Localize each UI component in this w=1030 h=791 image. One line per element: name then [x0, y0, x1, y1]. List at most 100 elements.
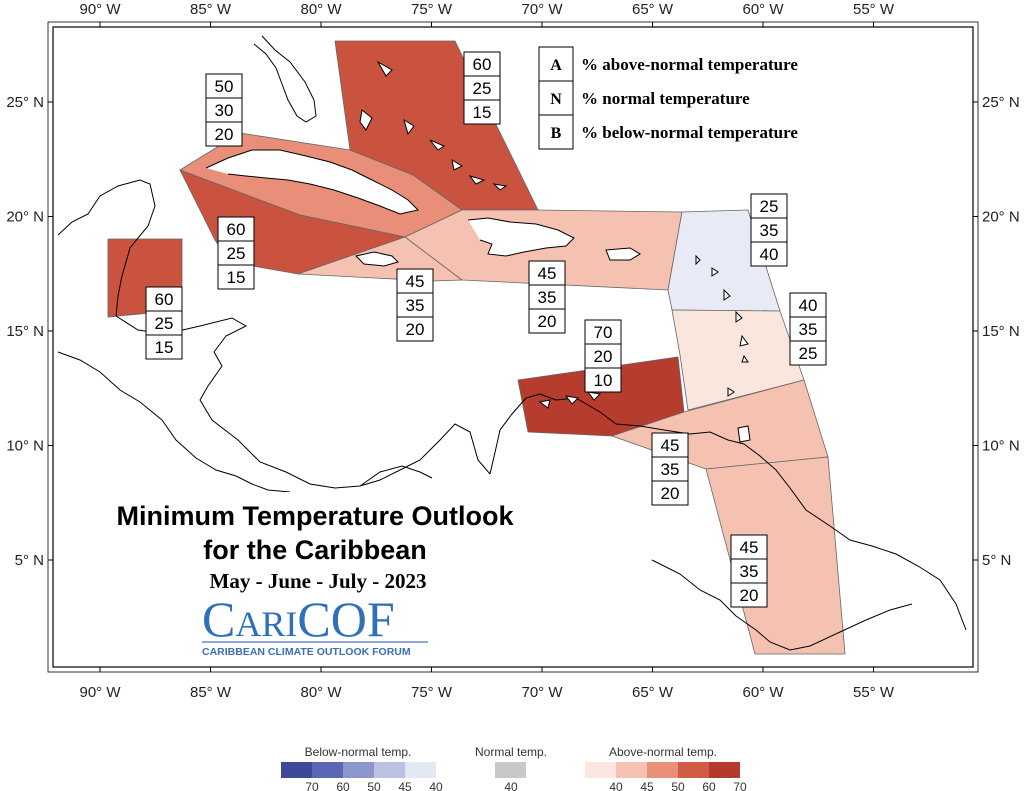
- scale-below-tick: 60: [336, 780, 350, 791]
- lon-label: 75° W: [411, 1, 453, 18]
- lat-label: 5° N: [982, 552, 1011, 569]
- lat-label: 10° N: [6, 438, 44, 455]
- prob-value-b: 10: [594, 371, 613, 390]
- prob-value-b: 15: [473, 103, 492, 122]
- prob-value-a: 60: [227, 220, 246, 239]
- prob-value-n: 25: [227, 244, 246, 263]
- lat-label: 10° N: [982, 438, 1020, 455]
- scale-below-tick: 45: [398, 780, 412, 791]
- lat-label: 20° N: [982, 209, 1020, 226]
- scale-above-title: Above-normal temp.: [609, 745, 717, 759]
- probability-key: A N B % above-normal temperature % norma…: [538, 46, 798, 150]
- lat-label: 15° N: [6, 323, 44, 340]
- lon-label: 55° W: [853, 1, 895, 18]
- yucatan-coast: [57, 179, 156, 317]
- latitude-labels-left: 25° N 20° N 15° N 10° N 5° N: [6, 94, 53, 569]
- lon-label: 85° W: [190, 1, 232, 18]
- lat-label: 15° N: [982, 323, 1020, 340]
- prob-value-b: 20: [215, 125, 234, 144]
- cuba-island: [205, 149, 419, 215]
- scale-normal-swatch: 40: [495, 762, 526, 791]
- lon-label: 90° W: [79, 1, 121, 18]
- prob-box-jamaica: 45 35 20: [396, 268, 434, 342]
- scale-below-tick: 40: [429, 780, 443, 791]
- latitude-labels-right: 25° N 20° N 15° N 10° N 5° N: [973, 94, 1020, 569]
- prob-value-a: 60: [155, 290, 174, 309]
- lon-label: 85° W: [190, 684, 232, 701]
- lon-label: 80° W: [300, 1, 342, 18]
- scale-below-title: Below-normal temp.: [305, 745, 412, 759]
- panama-inland: [359, 465, 433, 487]
- prob-value-a: 45: [406, 272, 425, 291]
- lon-label: 60° W: [742, 1, 784, 18]
- key-letter-a: A: [550, 57, 562, 74]
- title-line-2: for the Caribbean: [203, 535, 427, 565]
- scale-above-tick: 60: [702, 780, 716, 791]
- prob-value-b: 20: [661, 484, 680, 503]
- logo-wordmark: CARICOF: [202, 591, 395, 647]
- abc-islands-shapes: [538, 391, 602, 409]
- lon-label: 55° W: [853, 684, 895, 701]
- scale-normal-swatch-rect: [495, 762, 526, 778]
- prob-value-a: 45: [538, 264, 557, 283]
- lon-label: 75° W: [411, 684, 453, 701]
- lon-label: 65° W: [632, 1, 674, 18]
- map-frame: [52, 26, 974, 668]
- scale-above-swatch: [616, 762, 647, 778]
- prob-value-n: 35: [760, 221, 779, 240]
- prob-value-n: 35: [406, 296, 425, 315]
- lon-label: 70° W: [521, 1, 563, 18]
- puerto-rico-island: [605, 247, 641, 261]
- guianas-inland: [651, 559, 913, 651]
- plot-outer-frame: [47, 21, 979, 673]
- logo-subtitle: CARIBBEAN CLIMATE OUTLOOK FORUM: [202, 646, 411, 658]
- scale-below-swatch: [343, 762, 374, 778]
- florida-coast: [253, 35, 317, 123]
- prob-value-a: 60: [473, 55, 492, 74]
- prob-box-abc-islands: 70 20 10: [584, 319, 622, 393]
- prob-box-guianas: 45 35 20: [730, 534, 768, 608]
- scale-below-swatch: [312, 762, 343, 778]
- prob-box-windward-islands: 40 35 25: [789, 292, 827, 366]
- prob-box-northern-lesser-antilles: 25 35 40: [750, 193, 788, 267]
- prob-value-a: 25: [760, 197, 779, 216]
- longitude-labels-top: 90° W 85° W 80° W 75° W 70° W 65° W 60° W 55° W: [79, 1, 895, 27]
- prob-value-n: 35: [661, 460, 680, 479]
- scale-above-tick: 45: [640, 780, 654, 791]
- prob-value-a: 45: [740, 538, 759, 557]
- scale-below-swatch: [374, 762, 405, 778]
- longitude-labels-bottom: 90° W 85° W 80° W 75° W 70° W 65° W 60° W 55° W: [79, 667, 895, 701]
- prob-value-a: 50: [215, 77, 234, 96]
- bahamas-islands: [359, 60, 508, 191]
- prob-value-n: 25: [473, 79, 492, 98]
- scale-below-swatch: [405, 762, 436, 778]
- color-scale: Below-normal temp. Normal temp. Above-no…: [281, 745, 747, 791]
- prob-value-b: 20: [538, 312, 557, 331]
- prob-value-b: 25: [799, 344, 818, 363]
- key-letter-b: B: [551, 125, 562, 142]
- prob-value-b: 40: [760, 245, 779, 264]
- prob-box-cayman-jamaica-west: 60 25 15: [217, 216, 255, 290]
- key-text-below: % below-normal temperature: [581, 123, 798, 142]
- key-text-above: % above-normal temperature: [581, 55, 798, 74]
- prob-value-a: 45: [661, 436, 680, 455]
- prob-value-n: 35: [740, 562, 759, 581]
- scale-below-swatches: 70 60 50 45 40: [281, 762, 443, 791]
- prob-value-a: 70: [594, 323, 613, 342]
- prob-value-b: 20: [406, 320, 425, 339]
- lon-label: 65° W: [632, 684, 674, 701]
- guianas-coast: [743, 443, 967, 631]
- prob-value-n: 30: [215, 101, 234, 120]
- lon-label: 70° W: [521, 684, 563, 701]
- region-guianas: [705, 456, 846, 655]
- lat-label: 25° N: [982, 94, 1020, 111]
- prob-value-b: 20: [740, 586, 759, 605]
- scale-above-swatch: [709, 762, 740, 778]
- caricof-logo: CARICOF CARIBBEAN CLIMATE OUTLOOK FORUM: [202, 591, 428, 658]
- probability-boxes: 60 25 15 50 30 20 60 25 15 60 25 15 45 35 20 45 35 20 25 35…: [145, 51, 827, 608]
- scale-above-swatch: [647, 762, 678, 778]
- scale-above-tick: 40: [609, 780, 623, 791]
- key-letter-n: N: [550, 91, 562, 108]
- prob-value-b: 15: [155, 338, 174, 357]
